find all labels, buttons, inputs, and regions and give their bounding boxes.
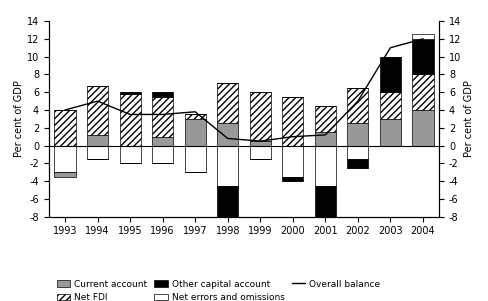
Bar [120,146,141,163]
Bar [250,141,271,146]
Bar [217,123,238,146]
Bar [282,177,304,181]
Bar [120,94,141,146]
Bar [412,74,433,110]
Bar [152,92,173,97]
Bar [315,132,336,146]
Bar [347,146,368,159]
Bar [315,146,336,186]
Bar [152,146,173,163]
Bar [380,119,401,146]
Legend: Current account, Net FDI, Other capital account, Net errors and omissions, Overa: Current account, Net FDI, Other capital … [53,276,384,301]
Bar [55,172,76,177]
Bar [152,137,173,146]
Bar [282,146,304,177]
Bar [217,186,238,248]
Bar [412,34,433,39]
Bar [184,119,206,146]
Bar [412,110,433,146]
Bar [217,83,238,123]
Bar [315,106,336,132]
Bar [87,146,108,159]
Bar [152,97,173,137]
Bar [87,86,108,135]
Y-axis label: Per cent of GDP: Per cent of GDP [464,80,474,157]
Bar [55,146,76,172]
Bar [184,114,206,119]
Bar [380,57,401,92]
Bar [347,159,368,168]
Bar [87,135,108,146]
Bar [250,92,271,141]
Bar [347,123,368,146]
Bar [184,146,206,172]
Bar [282,97,304,146]
Bar [55,110,76,146]
Bar [380,92,401,119]
Y-axis label: Per cent of GDP: Per cent of GDP [14,80,24,157]
Bar [120,92,141,94]
Bar [217,146,238,186]
Bar [250,146,271,159]
Bar [315,186,336,217]
Bar [412,39,433,74]
Bar [347,88,368,123]
